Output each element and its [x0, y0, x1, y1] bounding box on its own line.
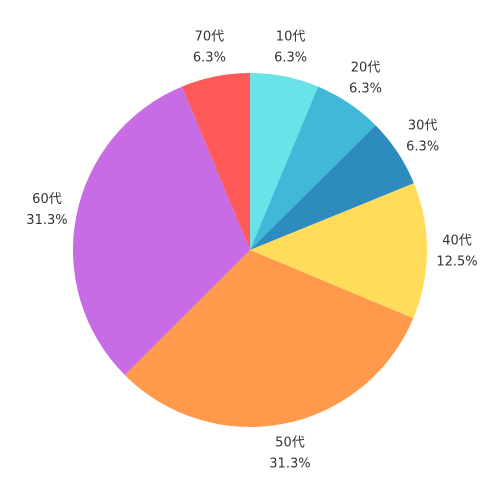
pie-slice: [250, 86, 376, 250]
pie-slice: [250, 73, 319, 250]
slice-category-label: 70代: [195, 30, 225, 45]
slice-value-label: 31.3%: [269, 457, 310, 472]
slice-value-label: 6.3%: [274, 51, 307, 66]
pie-slice: [73, 86, 250, 376]
slice-value-label: 12.5%: [436, 254, 477, 269]
slice-category-label: 40代: [442, 233, 472, 248]
slice-category-label: 30代: [408, 118, 438, 133]
slice-category-label: 60代: [32, 192, 62, 207]
pie-slice: [181, 73, 250, 250]
slice-value-label: 6.3%: [193, 51, 226, 66]
slice-category-label: 10代: [276, 30, 306, 45]
pie-slice: [250, 183, 427, 319]
slice-value-label: 6.3%: [349, 82, 382, 97]
slice-category-label: 50代: [275, 436, 305, 451]
slice-category-label: 20代: [351, 61, 381, 76]
pie-slice: [124, 250, 414, 427]
slice-value-label: 31.3%: [26, 213, 67, 228]
slice-value-label: 6.3%: [406, 139, 439, 154]
pie-slice: [250, 125, 414, 250]
